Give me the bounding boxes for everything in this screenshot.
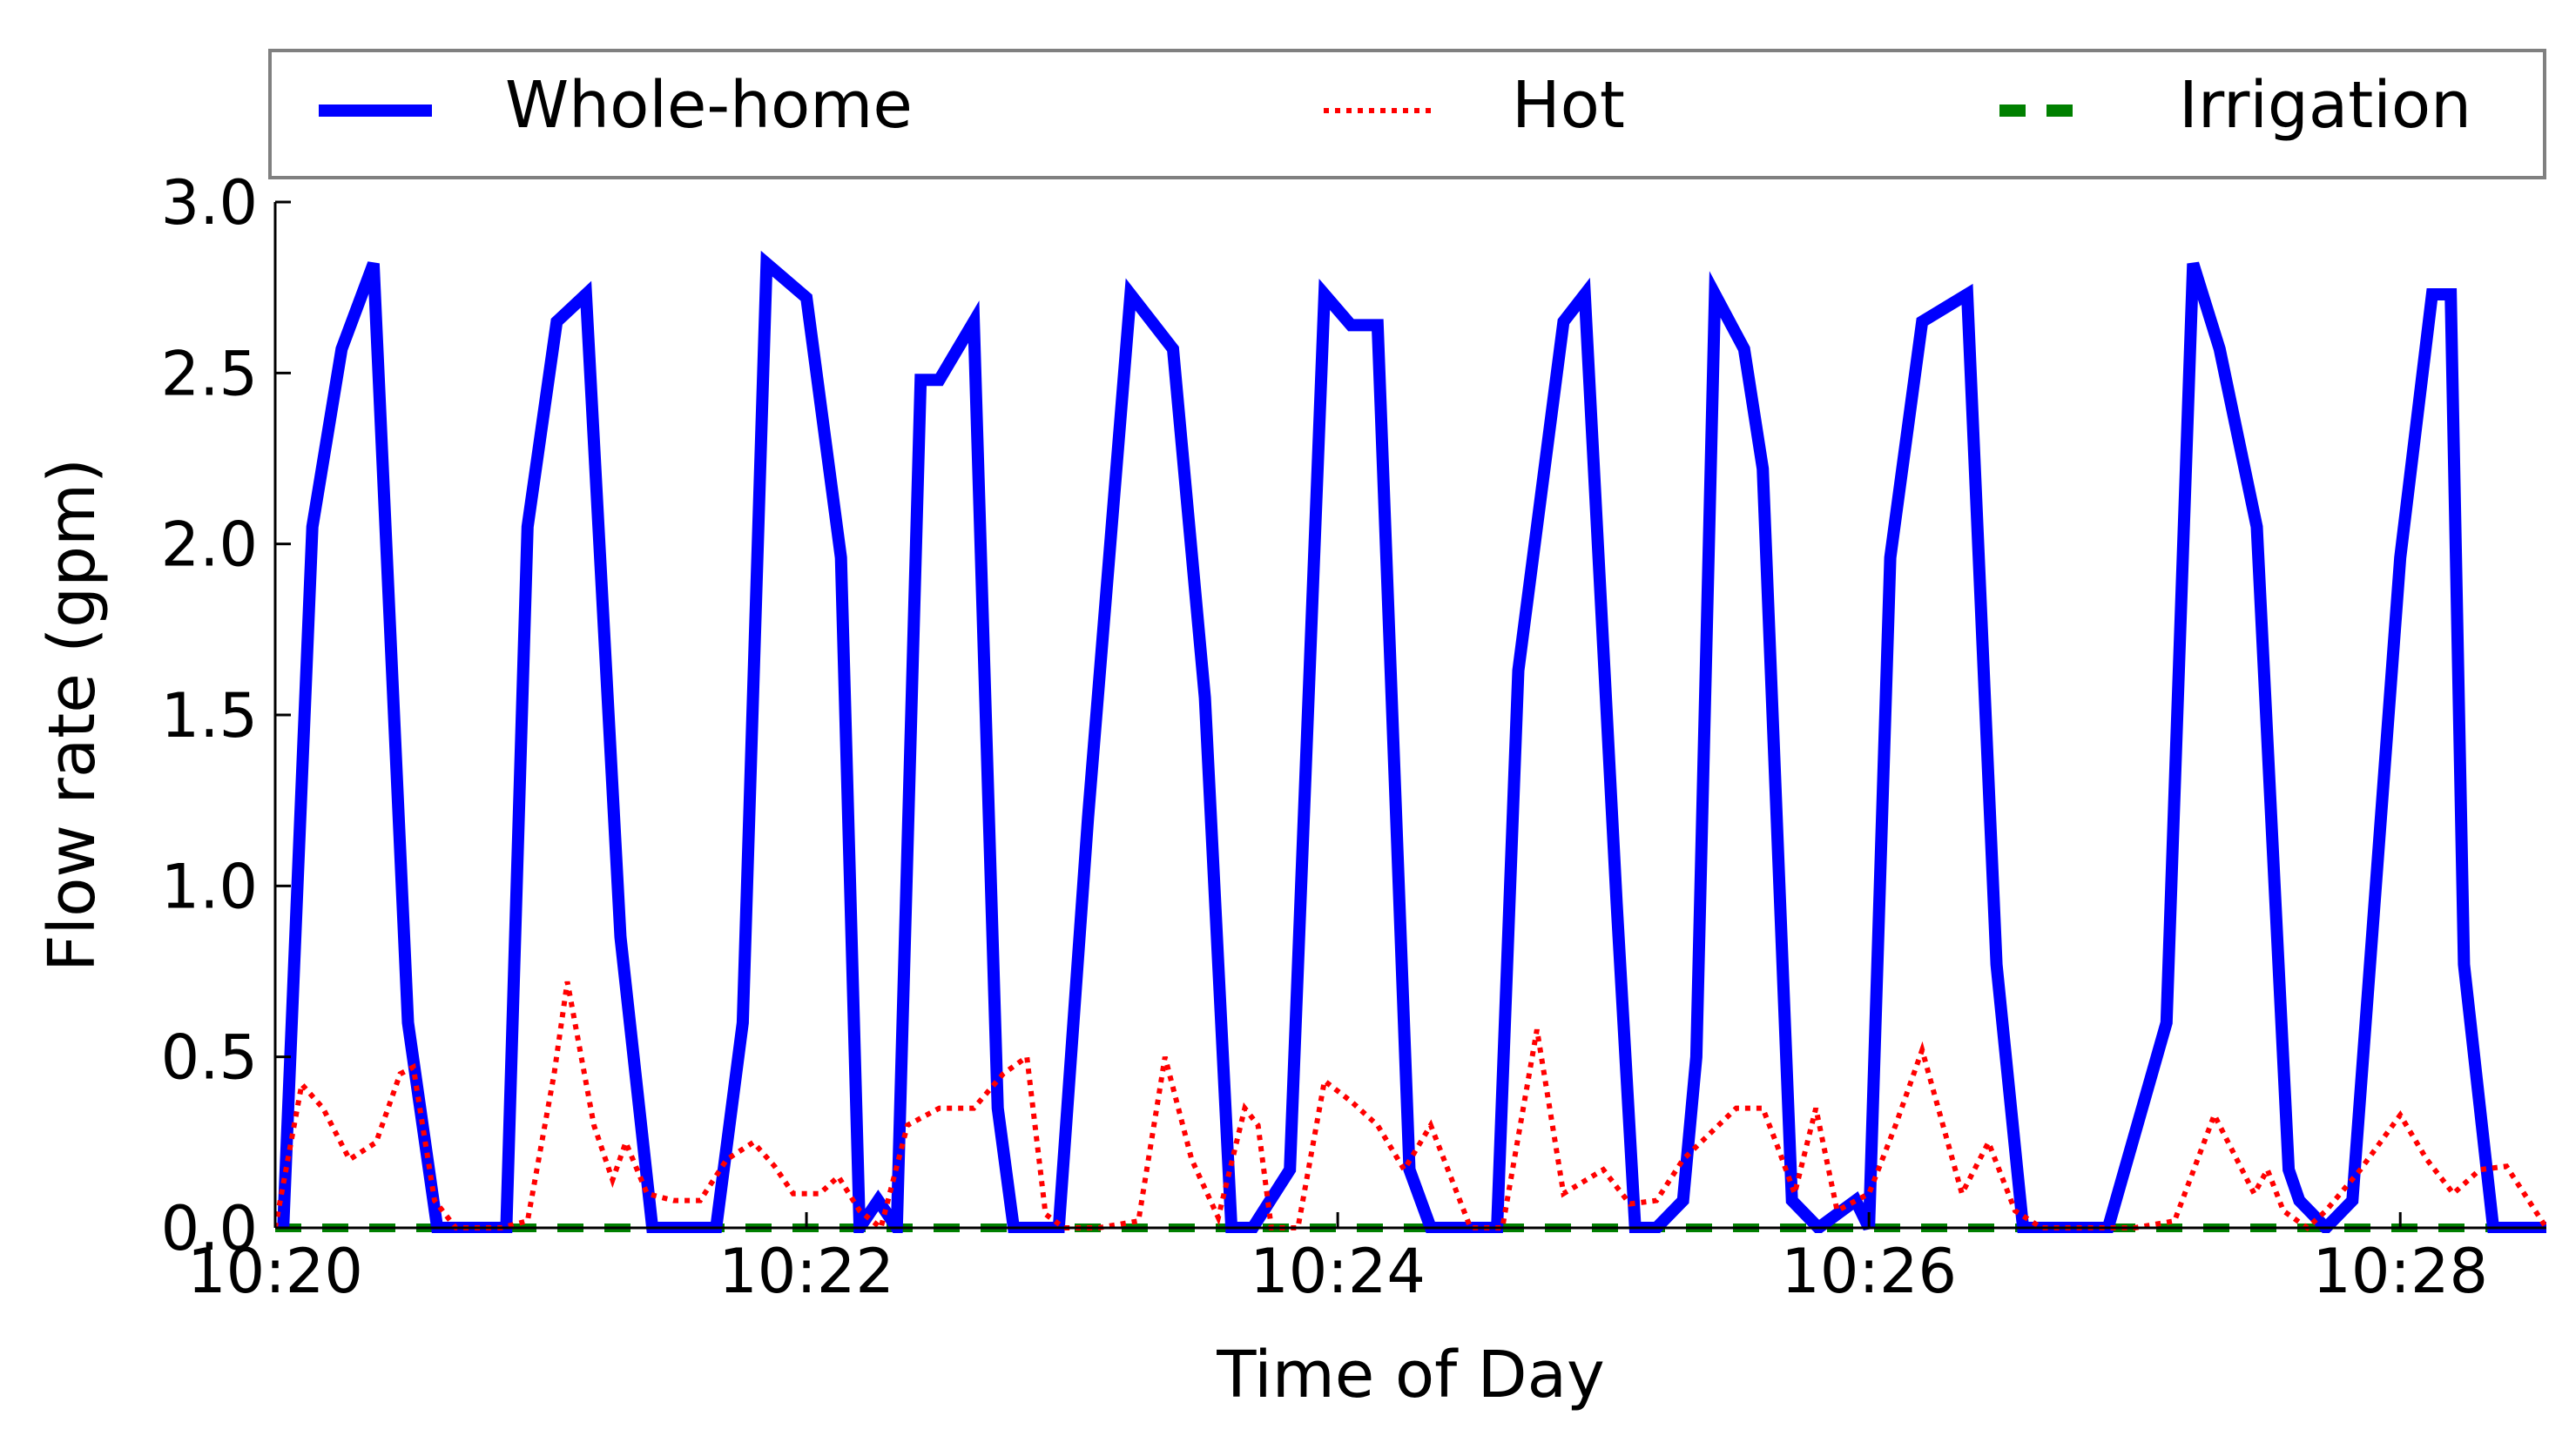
legend-label-hot: Hot	[1512, 68, 1625, 143]
legend: Whole-home Hot Irrigation	[268, 49, 2546, 179]
y-axis-label: Flow rate (gpm)	[35, 458, 110, 972]
x-axis-label: Time of Day	[1216, 1338, 1605, 1412]
series-layer	[275, 250, 2546, 1233]
y-tick-label: 1.5	[161, 680, 258, 752]
y-tick-label: 3.0	[161, 167, 258, 239]
tick-layer: 0.0 0.5 1.0 1.5 2.0 2.5 3.0 10:20 10:22 10:24 10:2…	[161, 167, 2488, 1307]
legend-label-whole-home: Whole-home	[505, 68, 913, 143]
legend-frame	[268, 49, 2546, 179]
y-tick-label: 2.5	[161, 338, 258, 409]
x-tick-label: 10:22	[718, 1236, 894, 1307]
x-tick-label: 10:24	[1250, 1236, 1426, 1307]
y-tick-label: 0.5	[161, 1022, 258, 1094]
x-tick-label: 10:28	[2312, 1236, 2488, 1307]
y-tick-label: 1.0	[161, 851, 258, 922]
y-tick-label: 2.0	[161, 509, 258, 581]
plot-area: 0.0 0.5 1.0 1.5 2.0 2.5 3.0 10:20 10:22 10:24 10:2…	[161, 167, 2546, 1307]
x-tick-label: 10:20	[187, 1236, 363, 1307]
legend-label-irrigation: Irrigation	[2179, 68, 2471, 143]
y-tick-label: 0.0	[161, 1193, 258, 1264]
x-tick-label: 10:26	[1781, 1236, 1957, 1307]
series-line-whole-home	[277, 250, 2546, 1233]
